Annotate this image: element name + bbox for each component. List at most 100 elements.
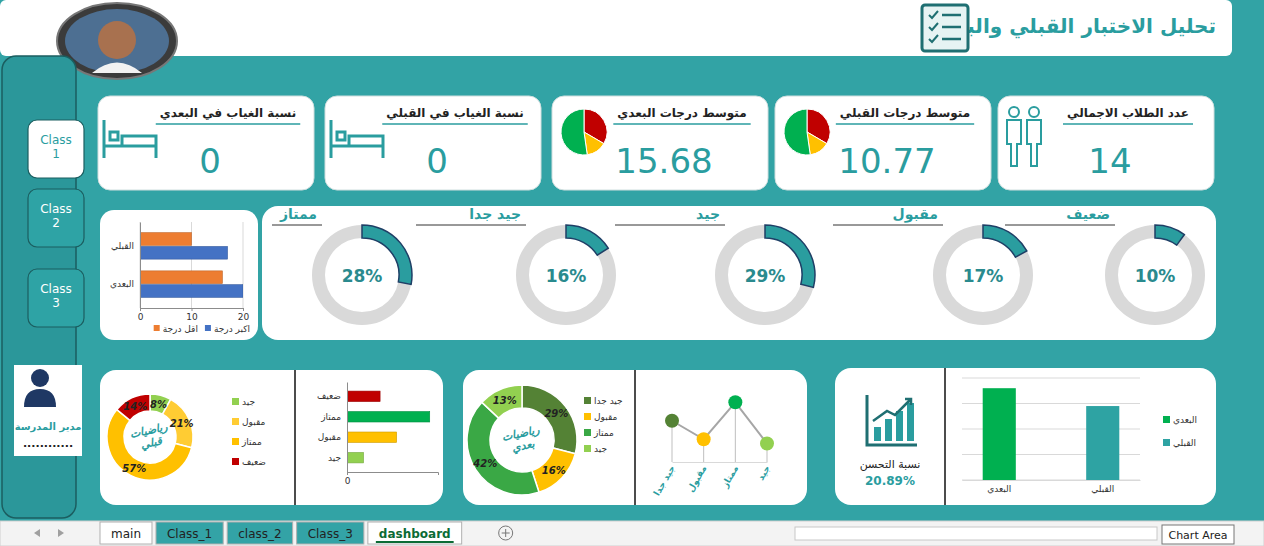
bar (347, 391, 380, 401)
data-label: 16% (546, 266, 587, 286)
bar (347, 412, 430, 422)
label: 20.89% (865, 474, 915, 488)
icon-part (1027, 120, 1041, 166)
axis-line (347, 383, 348, 473)
tick-label: جيد جدا (652, 464, 677, 498)
grid-line (140, 222, 141, 308)
tick: البعدي (987, 484, 1011, 494)
add-sheet[interactable] (499, 526, 513, 540)
axis-line (673, 462, 768, 463)
principal-box (14, 365, 82, 456)
dashboard: تحليل الاختبار القبلي والبعديClass1Class… (0, 0, 1264, 546)
add-sheet-icon (505, 529, 506, 537)
tab-bar (0, 521, 1264, 546)
icon-check (929, 35, 938, 42)
kpi-card (325, 96, 541, 190)
class-button[interactable] (28, 120, 84, 178)
tick-label: جيد (328, 453, 341, 463)
gauge-label: جيد (696, 206, 720, 222)
marker (760, 437, 774, 451)
bar (140, 233, 192, 246)
kpi-value: 0 (426, 141, 448, 181)
xticks-axis: 01020 (138, 308, 250, 322)
kpi-value: 14 (1088, 141, 1131, 181)
bar (983, 388, 1016, 480)
donut (107, 394, 193, 480)
marker (697, 432, 711, 446)
marker (665, 414, 679, 428)
sheet-tab[interactable] (227, 522, 292, 544)
donut-title: رياضياتبعدي (501, 423, 544, 456)
legend-label: جيد (242, 397, 255, 407)
header-bar (0, 0, 1232, 56)
sheet-tab-label[interactable]: Class_1 (167, 527, 212, 541)
sheet-tab-label[interactable]: Class_3 (308, 527, 353, 541)
icon-part (867, 395, 917, 445)
icon-check (929, 23, 938, 30)
chart-panel (100, 210, 258, 340)
sheet-tab-label[interactable]: class_2 (238, 527, 281, 541)
kpi-card (98, 96, 314, 190)
icon-frame (922, 5, 968, 51)
tick-label: البعدي (987, 484, 1011, 494)
tick-label: مقبول (685, 464, 709, 495)
legend-swatch (584, 429, 591, 436)
data-label: 8% (150, 399, 167, 410)
data-label: 17% (963, 266, 1004, 286)
label: نسبة التحسن (860, 458, 921, 471)
category-axis: البعديالقبلي (963, 481, 1141, 495)
label: مدير المدرسة (15, 421, 82, 433)
icon-part (1009, 107, 1019, 117)
icon-part (874, 427, 881, 441)
donut-title: رياضياتقبلي (129, 420, 172, 453)
class-button[interactable] (28, 189, 84, 247)
legend-label: اقل درجة (163, 324, 198, 334)
improvement-icon (867, 395, 917, 445)
kpi-value: 15.68 (615, 141, 712, 181)
legend-label: ضعيف (242, 457, 266, 467)
gauge-track (312, 225, 412, 325)
tick-label: مقبول (318, 432, 341, 442)
slice (163, 399, 193, 447)
legend-label: مقبول (242, 417, 265, 427)
gauge-panel (262, 206, 1216, 340)
person-icon (24, 389, 56, 407)
legend-swatch (232, 438, 239, 445)
kpi-underline (613, 123, 750, 125)
photo-face (98, 21, 136, 59)
kpi-icon (331, 120, 383, 158)
class-button-label[interactable]: Class1 (40, 133, 72, 161)
kpi-value: 0 (199, 141, 221, 181)
legend-swatch (584, 445, 591, 452)
data-label: 14% (123, 401, 147, 412)
xticks-axis: 0 (345, 472, 439, 486)
gauge-label: ممتاز (279, 206, 317, 222)
legend-label: ممتاز (241, 437, 262, 447)
class-button-label[interactable]: Class3 (40, 282, 72, 310)
slice (532, 448, 575, 492)
legend-label: ممتاز (593, 428, 614, 438)
bar (140, 271, 222, 284)
drop-line (735, 402, 736, 462)
grid-line (962, 378, 1140, 379)
legend-swatch (232, 458, 239, 465)
sheet-tab[interactable] (156, 522, 223, 544)
sheet-tab[interactable] (100, 522, 152, 544)
sheet-tab-label[interactable]: main (111, 527, 141, 541)
icon-part (907, 403, 914, 441)
label-underline (833, 225, 943, 226)
sheet-tab[interactable] (297, 522, 364, 544)
legend-swatch (154, 325, 160, 331)
icon-part (331, 120, 383, 158)
legend-label: القبلي (1173, 438, 1196, 448)
divider (634, 370, 636, 505)
sheet-tab[interactable] (368, 522, 462, 544)
gauge-track (516, 225, 616, 325)
class-button[interactable] (28, 269, 84, 327)
class-button-label[interactable]: Class2 (40, 202, 72, 230)
sheet-tab-label[interactable]: dashboard (379, 527, 451, 541)
icon-part (1007, 120, 1021, 166)
tick-label: 0 (138, 312, 144, 322)
icon-part (561, 109, 587, 155)
tick-label: جيد (756, 464, 772, 482)
